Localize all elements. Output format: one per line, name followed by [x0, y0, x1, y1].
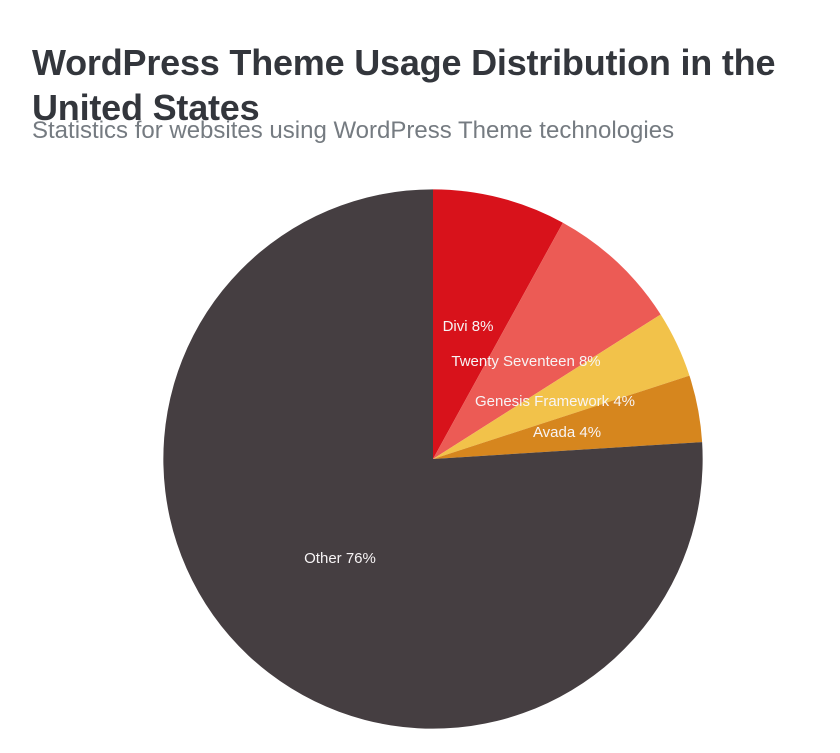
- page-title: WordPress Theme Usage Distribution in th…: [32, 42, 776, 129]
- pie-slice-other: [163, 189, 703, 729]
- page-subtitle: Statistics for websites using WordPress …: [32, 117, 675, 144]
- pie-slice-divi: [433, 189, 563, 459]
- pie-slice-genesis-framework: [433, 314, 690, 459]
- pie-svg: [163, 189, 703, 729]
- pie-slice-avada: [433, 375, 703, 459]
- pie-slice-twenty-seventeen: [433, 222, 661, 459]
